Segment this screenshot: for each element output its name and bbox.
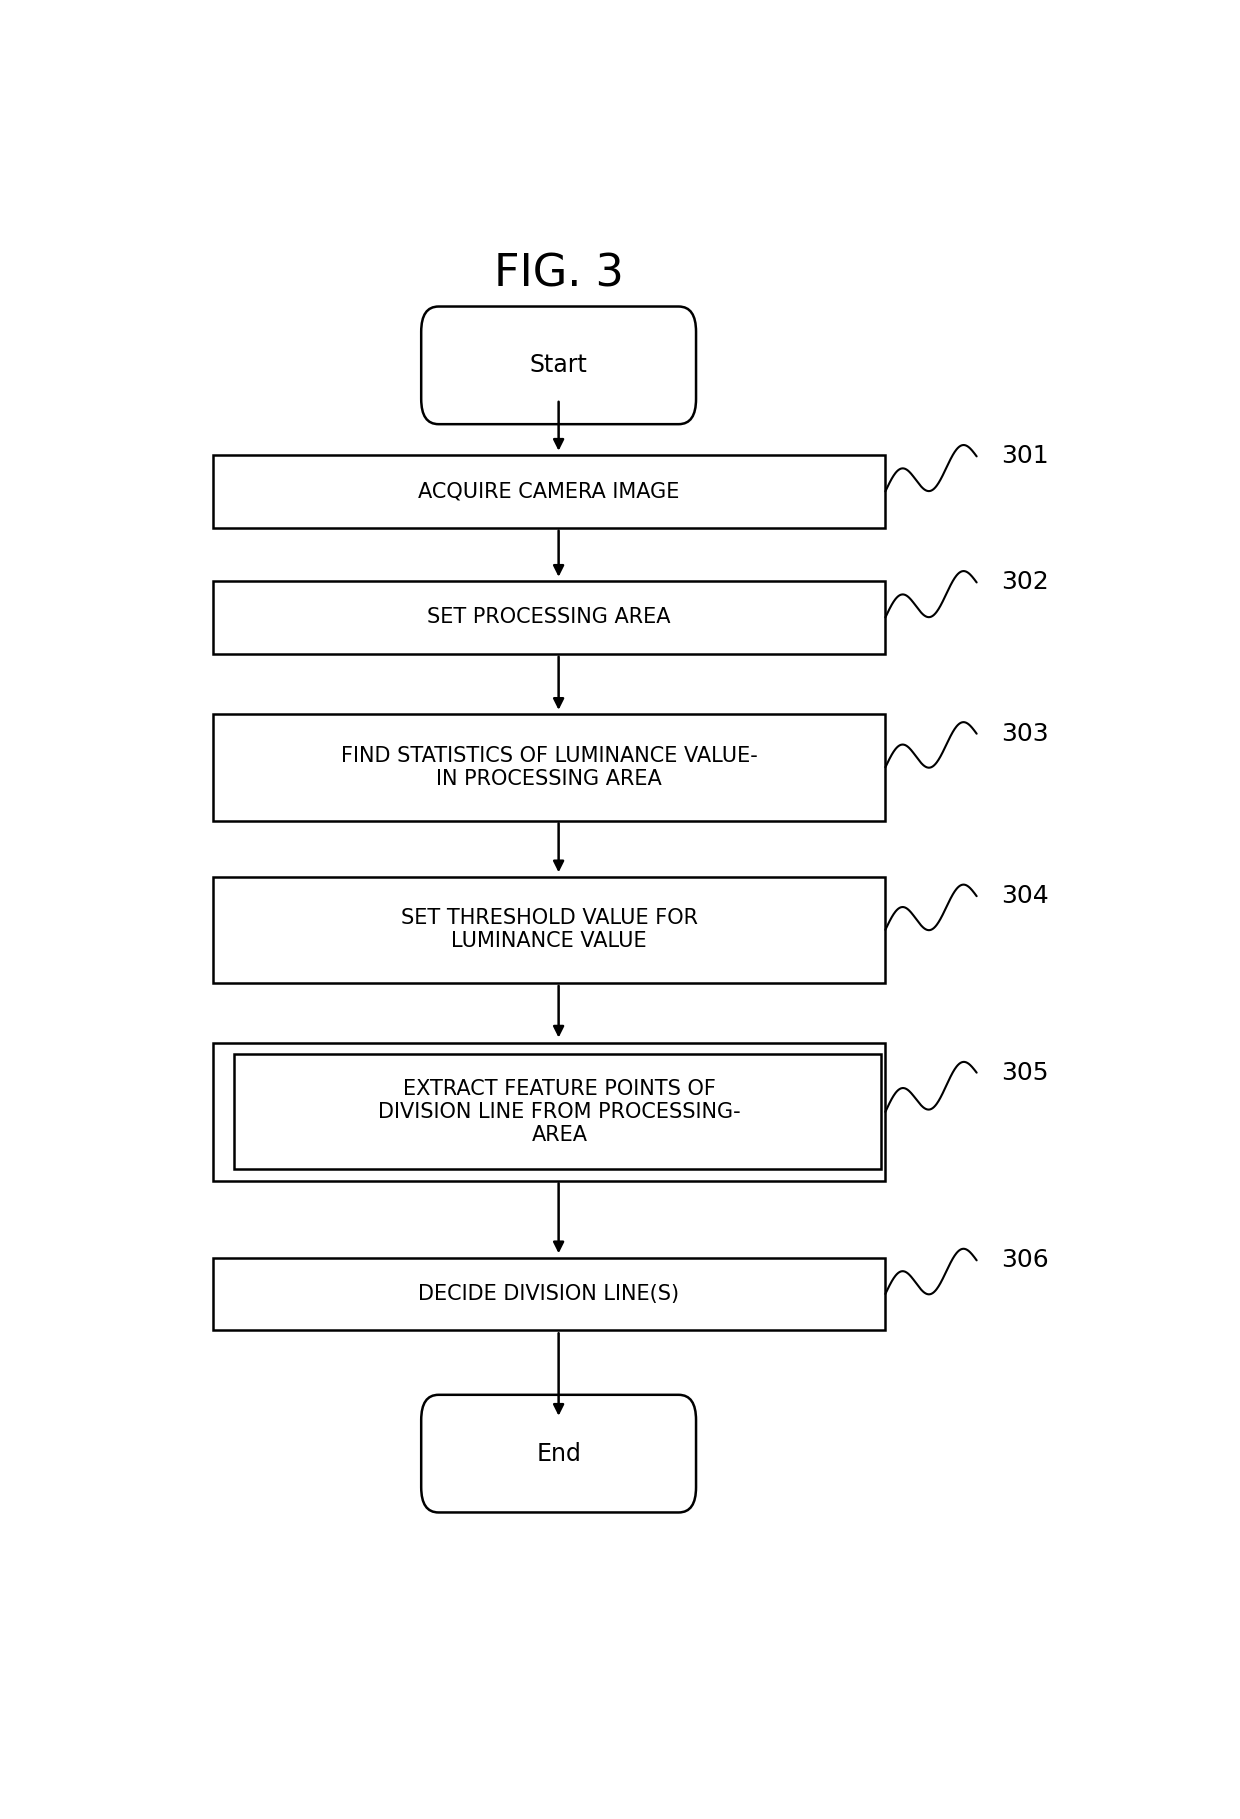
Bar: [213, 580, 885, 653]
Text: SET PROCESSING AREA: SET PROCESSING AREA: [428, 608, 671, 628]
Text: 305: 305: [1001, 1060, 1048, 1084]
Bar: [213, 715, 885, 820]
Text: 306: 306: [1001, 1248, 1049, 1271]
Text: End: End: [536, 1442, 582, 1466]
Bar: [234, 1055, 880, 1170]
Text: ACQUIRE CAMERA IMAGE: ACQUIRE CAMERA IMAGE: [418, 482, 680, 502]
Text: DECIDE DIVISION LINE(S): DECIDE DIVISION LINE(S): [418, 1284, 680, 1304]
FancyBboxPatch shape: [422, 307, 696, 424]
Text: FIND STATISTICS OF LUMINANCE VALUE-
IN PROCESSING AREA: FIND STATISTICS OF LUMINANCE VALUE- IN P…: [341, 746, 758, 789]
Text: SET THRESHOLD VALUE FOR
LUMINANCE VALUE: SET THRESHOLD VALUE FOR LUMINANCE VALUE: [401, 908, 698, 951]
Bar: [213, 455, 885, 528]
Bar: [213, 1044, 885, 1181]
FancyBboxPatch shape: [422, 1395, 696, 1512]
Text: 301: 301: [1001, 444, 1048, 467]
Text: FIG. 3: FIG. 3: [494, 253, 624, 296]
Text: EXTRACT FEATURE POINTS OF
DIVISION LINE FROM PROCESSING-
AREA: EXTRACT FEATURE POINTS OF DIVISION LINE …: [378, 1079, 740, 1146]
Text: Start: Start: [529, 353, 588, 377]
Text: 303: 303: [1001, 722, 1048, 746]
Text: 302: 302: [1001, 571, 1049, 595]
Bar: [213, 1257, 885, 1330]
Bar: [213, 877, 885, 982]
Text: 304: 304: [1001, 884, 1049, 908]
